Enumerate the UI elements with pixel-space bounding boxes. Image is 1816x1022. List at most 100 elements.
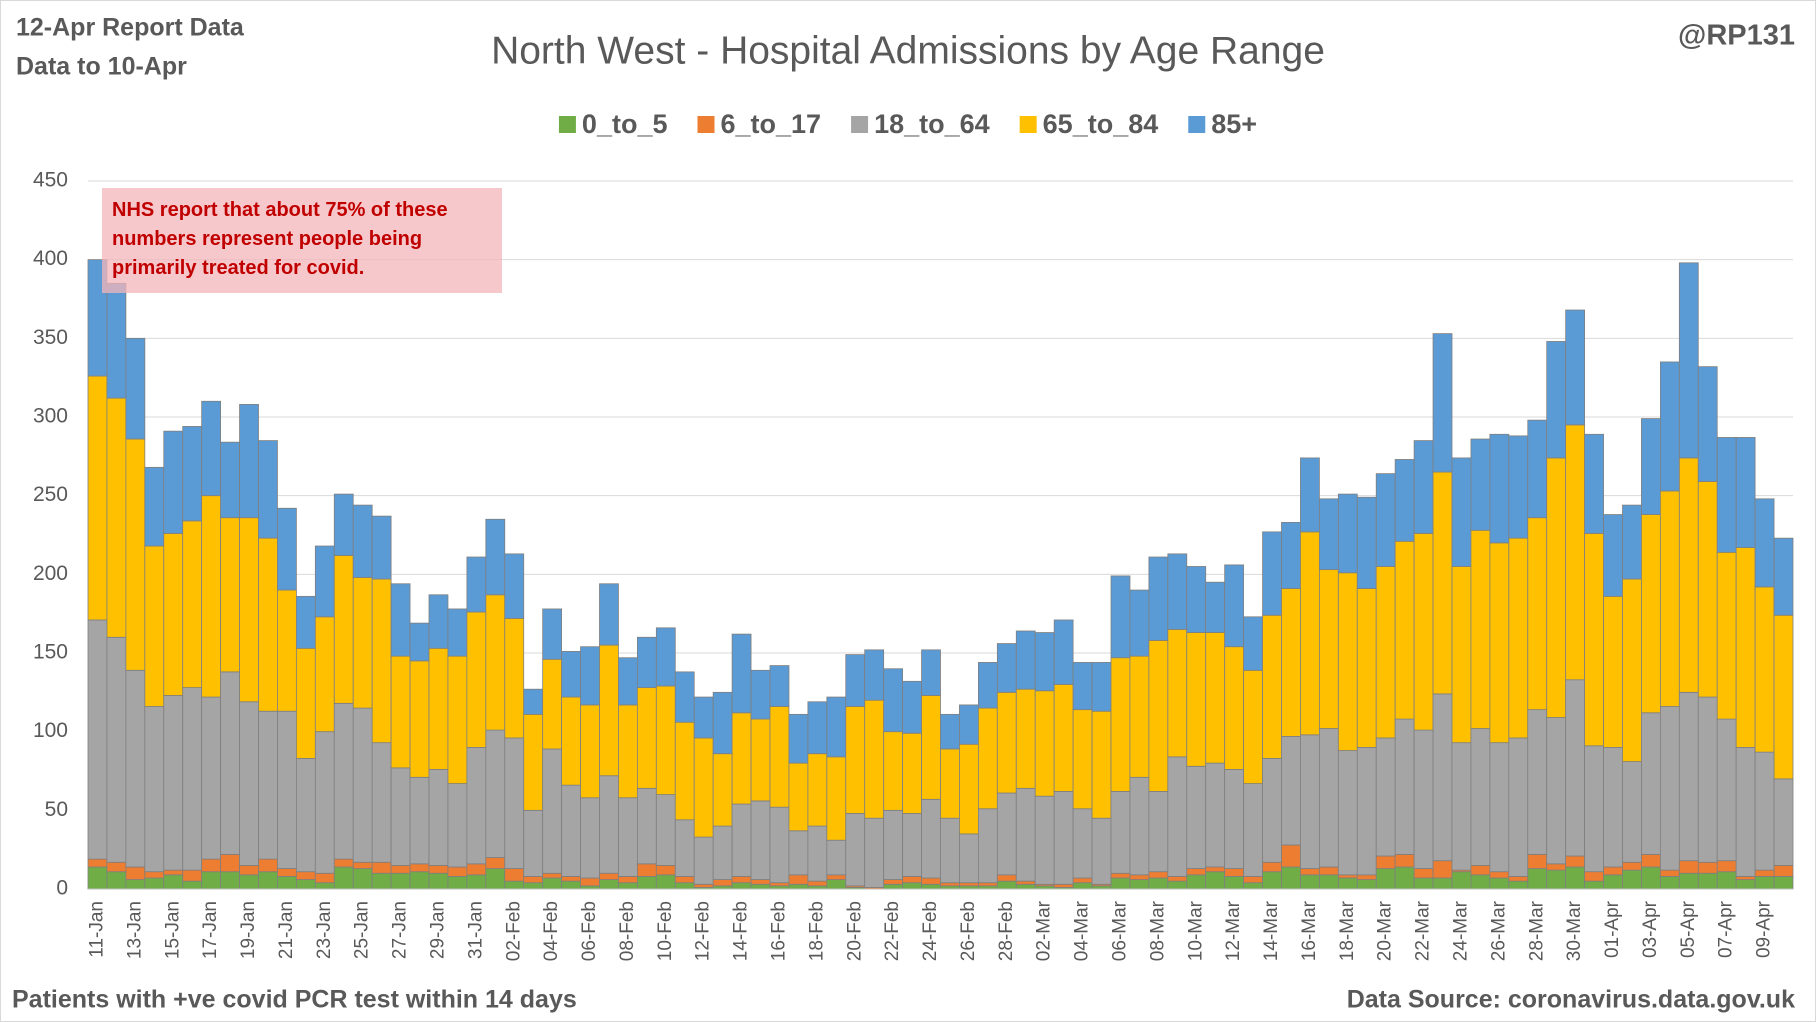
bar-segment: [277, 710, 297, 869]
bar-segment: [333, 858, 354, 868]
bar-segment: [864, 699, 885, 819]
bar-segment: [655, 627, 676, 687]
bar-segment: [1205, 871, 1226, 890]
bar-segment: [295, 595, 316, 649]
bar-segment: [1716, 437, 1737, 553]
bar-segment: [921, 695, 941, 800]
bar-segment: [163, 869, 184, 876]
bar-segment: [845, 813, 866, 887]
bar-segment: [977, 808, 998, 884]
bar-segment: [1697, 861, 1718, 874]
bar-segment: [1243, 876, 1263, 884]
bar-segment: [239, 701, 259, 866]
bar-segment: [201, 696, 222, 860]
bar-segment: [1394, 459, 1415, 542]
bar-segment: [636, 636, 657, 689]
bar-segment: [523, 809, 544, 877]
bar-segment: [1735, 879, 1756, 890]
bar-segment: [1716, 718, 1737, 862]
bar-segment: [447, 608, 468, 657]
bar-segment: [561, 880, 581, 890]
bar-segment: [1678, 457, 1699, 693]
bar-segment: [390, 872, 411, 890]
x-tick-label: 22-Feb: [882, 901, 903, 961]
bar-segment: [1754, 869, 1775, 877]
bar-segment: [1603, 514, 1623, 597]
bar-segment: [731, 712, 752, 805]
bar-segment: [1186, 874, 1207, 890]
bar-segment: [352, 868, 373, 890]
bar-segment: [636, 876, 657, 890]
bar-segment: [1015, 787, 1036, 882]
bar-segment: [163, 533, 184, 696]
bar-segment: [1394, 853, 1415, 868]
bar-segment: [1659, 490, 1680, 707]
bar-segment: [1622, 504, 1642, 580]
bar-segment: [883, 809, 904, 880]
bar-segment: [220, 671, 240, 855]
bar-segment: [618, 704, 638, 799]
bar-segment: [1034, 690, 1055, 797]
bar-segment: [352, 577, 373, 709]
bar-segment: [1375, 566, 1396, 739]
bar-segment: [1546, 341, 1567, 459]
bar-segment: [542, 748, 563, 874]
bar-segment: [1641, 853, 1661, 868]
bar-segment: [1091, 710, 1112, 819]
bar-segment: [1565, 309, 1586, 426]
bar-segment: [1148, 877, 1169, 890]
bar-segment: [1356, 874, 1377, 880]
bar-segment: [447, 876, 468, 890]
bar-segment: [1356, 496, 1377, 589]
bar-segment: [163, 430, 184, 534]
x-tick-label: 29-Jan: [427, 901, 448, 959]
bar-segment: [182, 880, 203, 890]
bar-segment: [1413, 729, 1434, 869]
bar-segment: [883, 879, 904, 885]
bar-segment: [1243, 783, 1263, 877]
bar-segment: [1432, 333, 1453, 473]
bar-segment: [1015, 630, 1036, 690]
bar-segment: [1659, 706, 1680, 871]
bar-segment: [1413, 533, 1434, 731]
legend-label: 85+: [1211, 109, 1257, 139]
y-tick-label: 450: [33, 169, 68, 192]
x-tick-label: 13-Jan: [124, 901, 145, 959]
bar-segment: [390, 655, 411, 769]
bar-segment: [201, 495, 222, 698]
x-tick-label: 12-Feb: [693, 901, 714, 961]
bar-segment: [295, 871, 316, 880]
x-tick-label: 28-Feb: [996, 901, 1017, 961]
bar-segment: [674, 882, 695, 890]
bar-segment: [1375, 868, 1396, 890]
x-tick-label: 02-Mar: [1034, 900, 1055, 961]
bar-segment: [144, 877, 165, 890]
bar-segment: [333, 702, 354, 860]
x-tick-label: 03-Apr: [1640, 900, 1661, 958]
bar-segment: [277, 507, 297, 591]
y-tick-label: 150: [33, 641, 68, 664]
y-tick-label: 100: [33, 719, 68, 742]
bar-segment: [580, 646, 600, 706]
bar-segment: [1300, 734, 1320, 869]
data-to: Data to 10-Apr: [16, 53, 187, 81]
x-tick-label: 30-Mar: [1564, 900, 1585, 961]
bar-segment: [182, 687, 203, 871]
bar-segment: [485, 729, 506, 858]
bar-segment: [1754, 751, 1775, 871]
bar-segment: [542, 658, 563, 750]
bar-segment: [182, 869, 203, 882]
bar-segment: [921, 883, 941, 890]
x-tick-label: 25-Jan: [352, 901, 373, 959]
bar-segment: [959, 704, 979, 745]
bar-segment: [409, 863, 430, 873]
x-tick-label: 20-Mar: [1375, 900, 1396, 961]
bar-segment: [1735, 876, 1756, 880]
bar-segment: [1527, 868, 1548, 890]
bar-segment: [466, 747, 487, 865]
bar-segment: [1318, 866, 1339, 876]
bar-segment: [182, 520, 203, 689]
bar-segment: [1413, 868, 1434, 879]
bar-segment: [87, 375, 108, 621]
bar-segment: [940, 748, 960, 819]
